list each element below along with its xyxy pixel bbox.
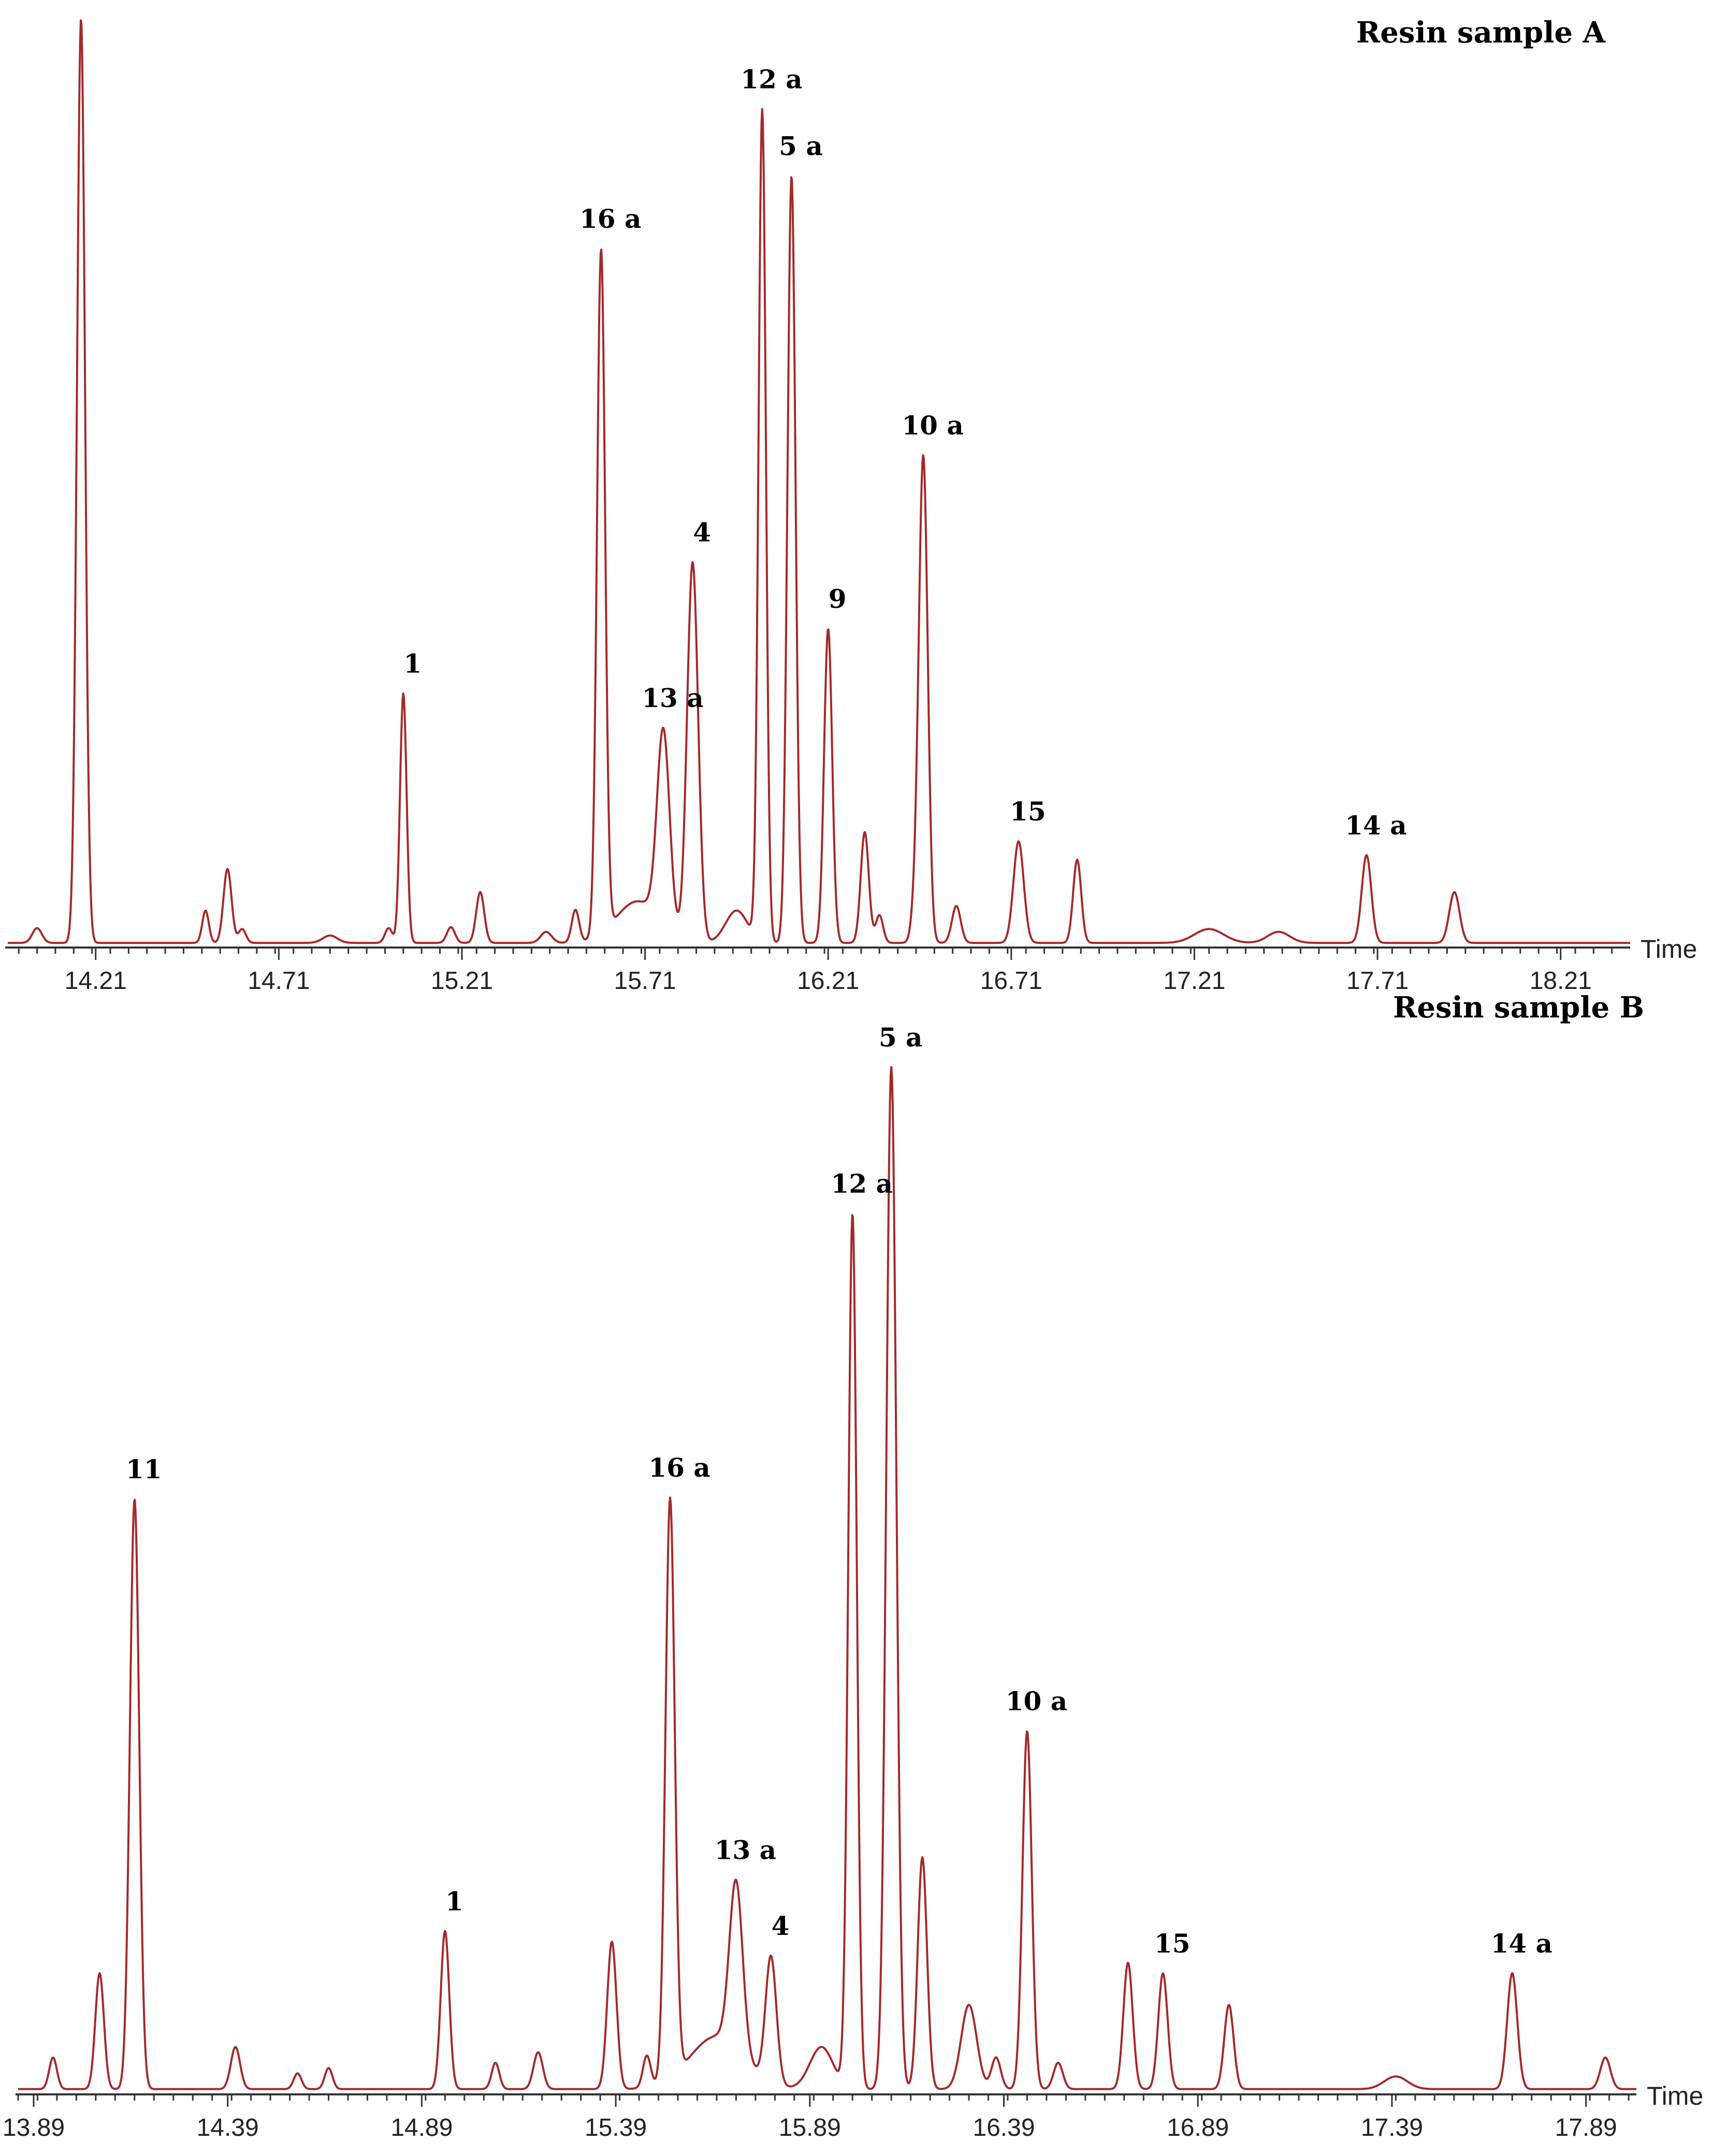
peak-label: 14 a bbox=[1490, 1928, 1552, 1959]
peak-label: 16 a bbox=[648, 1452, 710, 1483]
peak-label: 15 bbox=[1010, 796, 1046, 827]
chart-title: Resin sample B bbox=[1393, 990, 1644, 1025]
chromatogram-trace bbox=[18, 1066, 1637, 2090]
x-tick-label: 15.89 bbox=[779, 2114, 841, 2142]
peak-label: 4 bbox=[771, 1911, 789, 1941]
peak-label: 12 a bbox=[741, 64, 802, 94]
peak-label: 12 a bbox=[831, 1168, 893, 1199]
x-tick-label: 17.39 bbox=[1361, 2114, 1423, 2142]
x-tick-label: 16.71 bbox=[980, 967, 1042, 995]
peak-label: 11 bbox=[72, 0, 109, 4]
peak-label: 10 a bbox=[1006, 1686, 1067, 1716]
x-tick-label: 16.39 bbox=[973, 2114, 1035, 2142]
peak-label: 5 a bbox=[779, 131, 823, 162]
x-tick-label: 17.21 bbox=[1163, 967, 1225, 995]
peak-label: 5 a bbox=[879, 1022, 923, 1053]
x-tick-label: 17.71 bbox=[1346, 967, 1409, 995]
x-tick-label: 15.71 bbox=[614, 967, 676, 995]
x-axis-label: Time bbox=[1647, 2081, 1703, 2110]
x-axis-label: Time bbox=[1641, 935, 1697, 964]
x-tick-label: 14.39 bbox=[197, 2114, 259, 2142]
peak-label: 10 a bbox=[902, 410, 963, 441]
x-tick-label: 14.21 bbox=[65, 967, 127, 995]
x-tick-label: 17.89 bbox=[1555, 2114, 1617, 2142]
x-tick-label: 14.89 bbox=[390, 2114, 453, 2142]
x-tick-label: 16.89 bbox=[1167, 2114, 1229, 2142]
x-tick-label: 18.21 bbox=[1530, 967, 1592, 995]
chromatogram-trace bbox=[7, 19, 1631, 944]
peak-label: 11 bbox=[126, 1454, 162, 1484]
chart-title: Resin sample A bbox=[1356, 16, 1606, 50]
x-tick-label: 14.71 bbox=[248, 967, 310, 995]
x-tick-label: 15.39 bbox=[585, 2114, 647, 2142]
chromatogram-panel-a: 14.21 14.71 15.21 15.71 16.21 16.71 17.21 17.71… bbox=[5, 0, 1697, 995]
peak-label: 16 a bbox=[579, 203, 641, 234]
x-tick-label: 15.21 bbox=[431, 967, 493, 995]
chromatogram-panel-b: 13.89 14.39 14.89 15.39 15.89 16.39 16.89 17.39… bbox=[3, 990, 1703, 2142]
peak-label: 13 a bbox=[642, 683, 703, 713]
peak-label: 14 a bbox=[1345, 810, 1406, 841]
x-tick-label: 13.89 bbox=[3, 2114, 65, 2142]
peak-label: 15 bbox=[1154, 1928, 1191, 1959]
peak-label: 9 bbox=[829, 584, 847, 614]
peak-label: 1 bbox=[403, 648, 422, 679]
peak-label: 4 bbox=[693, 517, 711, 548]
x-tick-label: 16.21 bbox=[797, 967, 859, 995]
peak-label: 13 a bbox=[715, 1834, 776, 1865]
peak-label: 1 bbox=[445, 1886, 463, 1917]
